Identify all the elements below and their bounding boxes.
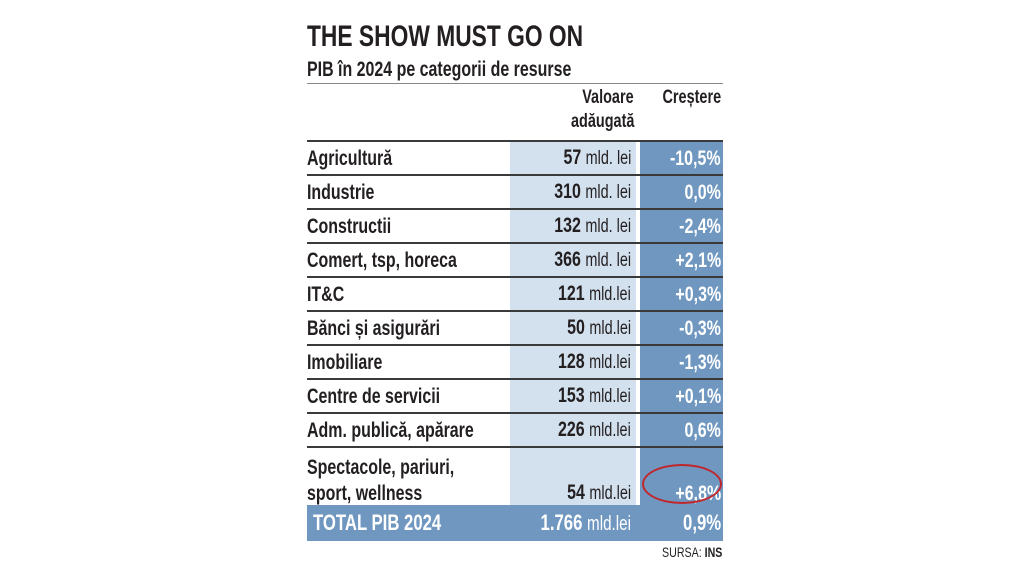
- row-growth: +0,1%: [675, 385, 721, 408]
- row-label: Centre de servicii: [307, 385, 441, 408]
- row-growth: +0,3%: [675, 283, 721, 306]
- row-growth: -10,5%: [670, 147, 721, 170]
- row-growth: -2,4%: [679, 215, 721, 238]
- row-label: Constructii: [307, 215, 392, 238]
- row-value: 128 mld.lei: [558, 350, 631, 373]
- total-value: 1.766 mld.lei: [540, 510, 631, 535]
- row-value: 153 mld.lei: [558, 384, 631, 407]
- row-label: Adm. publică, apărare: [307, 419, 474, 442]
- row-growth: 0,0%: [684, 181, 721, 204]
- table-row: Agricultură 57 mld. lei -10,5%: [307, 140, 723, 174]
- row-value: 50 mld.lei: [567, 316, 631, 339]
- header-value: Valoare adăugată: [570, 87, 634, 132]
- total-row: TOTAL PIB 2024 1.766 mld.lei 0,9%: [307, 505, 723, 541]
- row-value: 57 mld. lei: [563, 146, 631, 169]
- row-growth: 0,6%: [684, 419, 721, 442]
- growth-column-bg: [640, 140, 723, 505]
- row-value: 54 mld.lei: [567, 481, 631, 504]
- row-value: 226 mld.lei: [558, 418, 631, 441]
- table-row: Bănci și asigurări 50 mld.lei -0,3%: [307, 310, 723, 344]
- divider: [307, 83, 723, 84]
- table-row: Constructii 132 mld. lei -2,4%: [307, 208, 723, 242]
- row-value: 121 mld.lei: [558, 282, 631, 305]
- row-label: Imobiliare: [307, 351, 383, 374]
- table-row: Imobiliare 128 mld.lei -1,3%: [307, 344, 723, 378]
- row-value: 132 mld. lei: [554, 214, 631, 237]
- row-label: Industrie: [307, 181, 375, 204]
- row-label: Agricultură: [307, 147, 393, 170]
- value-column-bg: [510, 140, 636, 505]
- row-growth: -0,3%: [679, 317, 721, 340]
- row-label: Comert, tsp, horeca: [307, 249, 457, 272]
- row-value: 310 mld. lei: [554, 180, 631, 203]
- total-label: TOTAL PIB 2024: [313, 510, 442, 535]
- table-row: IT&C 121 mld.lei +0,3%: [307, 276, 723, 310]
- row-value: 366 mld. lei: [554, 248, 631, 271]
- header-growth: Creștere: [662, 87, 721, 108]
- row-label: Bănci și asigurări: [307, 317, 441, 340]
- row-label: Spectacole, pariuri, sport, wellness: [307, 456, 455, 505]
- table-row: Adm. publică, apărare 226 mld.lei 0,6%: [307, 412, 723, 446]
- total-growth: 0,9%: [682, 510, 721, 535]
- row-label: IT&C: [307, 283, 345, 306]
- source: SURSA: INS: [661, 544, 722, 560]
- chart-title: THE SHOW MUST GO ON: [307, 20, 584, 53]
- chart-subtitle: PIB în 2024 pe categorii de resurse: [307, 58, 572, 81]
- table-row: Industrie 310 mld. lei 0,0%: [307, 174, 723, 208]
- table-row: Centre de servicii 153 mld.lei +0,1%: [307, 378, 723, 412]
- highlight-circle: [642, 464, 722, 504]
- row-growth: +2,1%: [675, 249, 721, 272]
- table-row: Comert, tsp, horeca 366 mld. lei +2,1%: [307, 242, 723, 276]
- row-growth: -1,3%: [679, 351, 721, 374]
